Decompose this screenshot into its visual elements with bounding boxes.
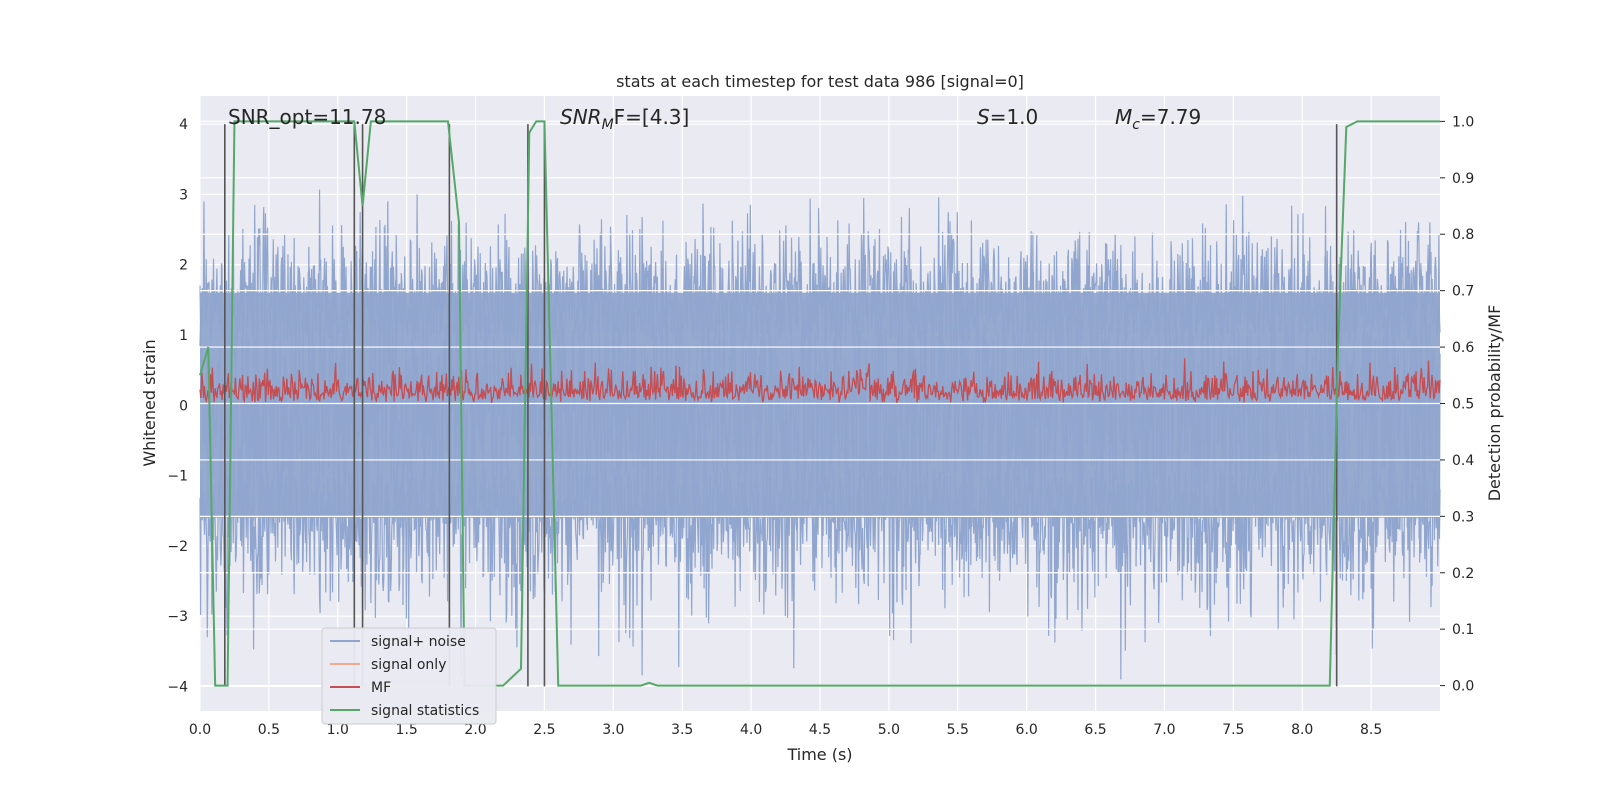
annotation-s-rest: =1.0 [990, 105, 1039, 129]
annotation-s: S=1.0 [977, 105, 1038, 129]
annotation-mc-base: M [1115, 105, 1132, 129]
y-tick-label-left: −1 [167, 469, 188, 485]
legend-label-signal-noise: signal+ noise [371, 634, 466, 650]
x-tick-label: 3.0 [602, 722, 624, 738]
x-tick-label: 5.5 [947, 722, 969, 738]
annotation-mc: Mc=7.79 [1115, 105, 1201, 133]
y-tick-label-left: 0 [179, 398, 188, 414]
y-tick-label-right: 0.2 [1452, 566, 1474, 582]
signal-noise-upper-line [199, 189, 1441, 344]
y-tick-label-right: 0.5 [1452, 397, 1474, 413]
signal-statistics-series [199, 120, 1440, 687]
annotation-snr-mf: SNRMF=[4.3] [560, 105, 689, 133]
mf-line [199, 358, 1441, 404]
x-tick-label: 2.5 [533, 722, 555, 738]
y-tick-label-right: 1.0 [1452, 114, 1474, 130]
legend-label-signal-statistics: signal statistics [371, 703, 479, 719]
annotation-snr-mf-sub: M [602, 117, 614, 133]
x-tick-label: 5.0 [878, 722, 900, 738]
x-tick-label: 7.0 [1153, 722, 1175, 738]
x-tick-label: 0.5 [258, 722, 280, 738]
legend-box [321, 627, 497, 725]
y-tick-label-left: −2 [167, 539, 188, 555]
signal-statistics-line [199, 120, 1440, 687]
signal-noise-line [199, 201, 1441, 605]
y-tick-label-right: 0.7 [1452, 284, 1474, 300]
y-tick-label-left: −4 [167, 679, 188, 695]
signal-plus-noise-series [199, 189, 1441, 680]
y-tick-labels-left: −4 −3 −2 −1 0 1 2 3 4 [167, 117, 188, 695]
y-tick-label-left: 1 [179, 328, 188, 344]
y-tick-labels-right: 0.0 0.1 0.2 0.3 0.4 0.5 0.6 0.7 0.8 0.9 1.0 [1440, 114, 1474, 695]
legend: signal+ noise signal only MF signal stat… [321, 627, 497, 725]
chart-title: stats at each timestep for test data 986… [616, 72, 1024, 91]
y-tick-label-left: 4 [179, 117, 188, 133]
y-tick-label-left: 2 [179, 258, 188, 274]
mf-series [199, 358, 1441, 404]
y-tick-label-right: 0.9 [1452, 171, 1474, 187]
x-axis-label: Time (s) [786, 745, 852, 764]
x-tick-label: 6.5 [1084, 722, 1106, 738]
x-tick-label: 6.0 [1016, 722, 1038, 738]
annotation-snr-opt: SNR_opt=11.78 [228, 105, 386, 129]
y-tick-label-right: 0.8 [1452, 227, 1474, 243]
x-tick-label: 4.0 [740, 722, 762, 738]
y-tick-label-left: 3 [179, 187, 188, 203]
annotation-mc-rest: =7.79 [1140, 105, 1201, 129]
y-tick-label-left: −3 [167, 609, 188, 625]
x-tick-label: 4.5 [809, 722, 831, 738]
x-tick-label: 1.0 [327, 722, 349, 738]
legend-label-signal-only: signal only [371, 657, 446, 673]
legend-label-mf: MF [371, 680, 391, 696]
y-tick-label-right: 0.4 [1452, 453, 1474, 469]
x-tick-label: 8.0 [1291, 722, 1313, 738]
y-tick-label-right: 0.1 [1452, 622, 1474, 638]
x-tick-label: 3.5 [671, 722, 693, 738]
x-tick-label: 1.5 [396, 722, 418, 738]
x-tick-label: 2.0 [464, 722, 486, 738]
y-tick-label-right: 0.3 [1452, 509, 1474, 525]
y-axis-label-left: Whitened strain [140, 339, 159, 466]
annotation-s-base: S [977, 105, 990, 129]
x-tick-labels: 0.0 0.5 1.0 1.5 2.0 2.5 3.0 3.5 4.0 4.5 5.0 5.5 6.0 6… [189, 722, 1382, 738]
y-axis-label-right: Detection probability/MF [1485, 305, 1504, 502]
x-tick-label: 8.5 [1360, 722, 1382, 738]
x-tick-label: 7.5 [1222, 722, 1244, 738]
y-tick-label-right: 0.6 [1452, 340, 1474, 356]
x-tick-label: 0.0 [189, 722, 211, 738]
y-tick-label-right: 0.0 [1452, 679, 1474, 695]
annotation-snr-mf-rest: F=[4.3] [614, 105, 690, 129]
annotation-mc-sub: c [1132, 117, 1140, 133]
annotation-snr-mf-base: SNR [560, 105, 602, 129]
